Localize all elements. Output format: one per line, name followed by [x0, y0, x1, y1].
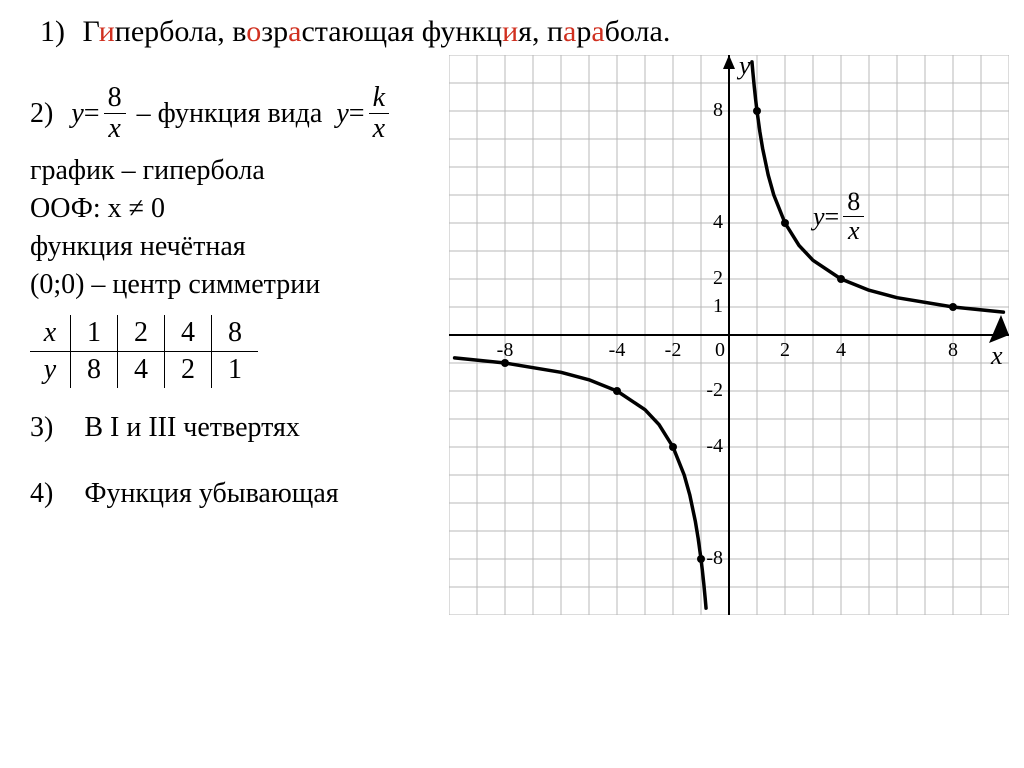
eq2-denominator: x	[369, 114, 389, 143]
eq1-lhs: y	[71, 98, 83, 130]
item4-text: Функция убывающая	[84, 478, 338, 509]
eq2-equals: =	[349, 98, 365, 130]
eq1-equals: =	[84, 98, 100, 130]
item2-number: 2)	[30, 98, 53, 130]
eq1-denominator: x	[104, 114, 124, 143]
eq1-fraction: 8 x	[104, 84, 126, 143]
item4-number: 4)	[30, 478, 53, 509]
eq2-lhs: y	[336, 98, 348, 130]
eq2-fraction: k x	[369, 84, 389, 143]
eq1-numerator: 8	[104, 84, 126, 113]
item3-number: 3)	[30, 412, 53, 443]
item1-title: Гипербола, возрастающая функция, парабол…	[83, 15, 671, 48]
hyperbola-chart: -8-4-2248-8-4-212480yxy = 8x	[449, 55, 1009, 615]
item2-middle-text: – функция вида	[130, 98, 337, 130]
value-table: x1248y8421	[30, 315, 258, 388]
item3-text: В I и III четвертях	[84, 412, 300, 443]
eq2-numerator: k	[369, 84, 389, 113]
item1-number: 1)	[40, 15, 65, 48]
